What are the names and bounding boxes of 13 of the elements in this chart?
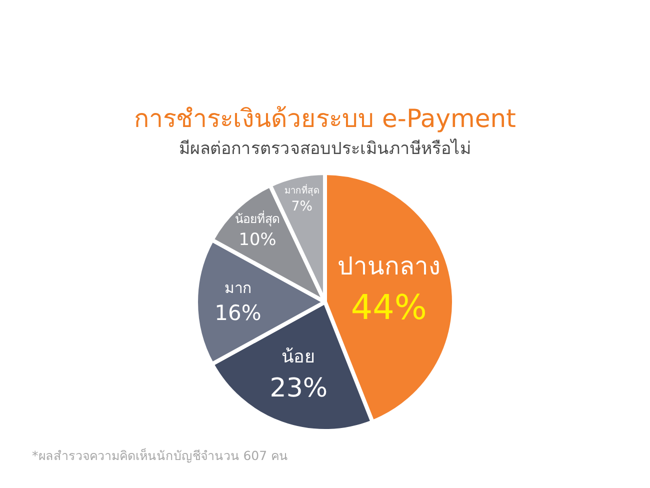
slice-label: น้อย — [282, 346, 316, 368]
data-label: 10% — [238, 228, 276, 249]
slice-label: มากที่สุด — [284, 183, 320, 196]
data-label: 44% — [350, 288, 427, 328]
chart-title: การชำระเงินด้วยระบบ e-Payment — [134, 104, 516, 133]
text: *ผลสำรวจความคิดเห็นนักบัญชีจำนวน 607 คน — [32, 448, 288, 463]
data-label: 7% — [291, 200, 313, 215]
chart-subtitle: มีผลต่อการตรวจสอบประเมินภาษีหรือไม่ — [179, 138, 471, 159]
slice-label: น้อยที่สุด — [235, 210, 280, 227]
data-label: 23% — [270, 373, 328, 404]
slice-label: มาก — [224, 278, 252, 297]
slice-label: ปานกลาง — [337, 252, 440, 281]
data-label: 16% — [214, 301, 262, 326]
